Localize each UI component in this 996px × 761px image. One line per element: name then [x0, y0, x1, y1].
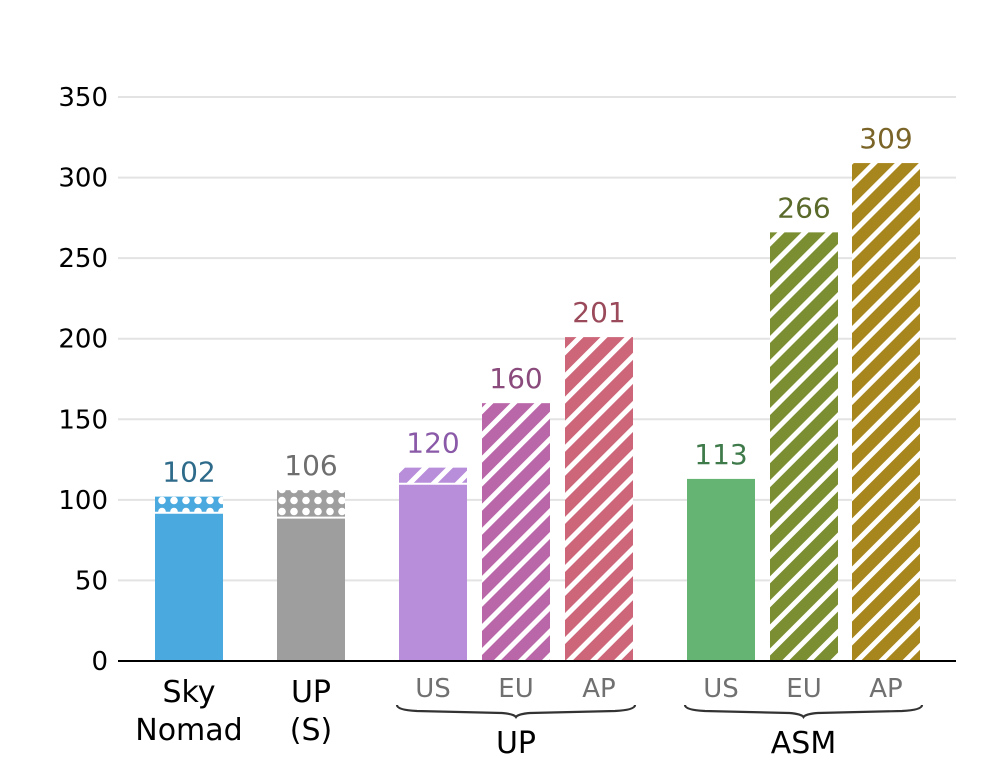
bar-base-sky-nomad [155, 512, 223, 661]
bar-base-up-s [277, 517, 345, 661]
bar-asm-ap [852, 163, 920, 661]
value-label-up-us: 120 [406, 427, 459, 460]
y-tick-label: 200 [58, 325, 108, 355]
category-label-up-s: UP [291, 675, 331, 710]
y-tick-label: 50 [75, 566, 108, 596]
sub-label-asm-eu: EU [786, 674, 821, 704]
y-tick-label: 100 [58, 486, 108, 516]
bars [155, 163, 920, 662]
value-label-sky-nomad: 102 [162, 456, 215, 489]
y-tick-label: 150 [58, 405, 108, 435]
x-axis [118, 660, 956, 719]
bar-asm-eu [770, 232, 838, 662]
y-tick-label: 300 [58, 164, 108, 194]
value-label-up-s: 106 [284, 449, 337, 482]
value-label-up-eu: 160 [489, 362, 542, 395]
labels: 050100150200250300350102SkyNomad106UP(S)… [58, 83, 912, 761]
sub-label-up-eu: EU [498, 674, 533, 704]
value-label-asm-us: 113 [694, 438, 747, 471]
bar-up-eu [482, 403, 550, 661]
y-tick-label: 350 [58, 83, 108, 113]
sub-label-asm-ap: AP [869, 674, 902, 704]
value-label-up-ap: 201 [572, 296, 625, 329]
group-brace-up [395, 704, 637, 719]
value-label-asm-ap: 309 [859, 122, 912, 155]
category-label-sky-nomad: Nomad [135, 713, 242, 748]
category-label-up-s: (S) [290, 713, 332, 748]
y-tick-label: 250 [58, 244, 108, 274]
value-label-asm-eu: 266 [777, 191, 830, 224]
bar-asm-us [687, 478, 755, 661]
sub-label-up-us: US [415, 674, 451, 704]
group-label-up: UP [496, 726, 536, 761]
sub-label-up-ap: AP [582, 674, 615, 704]
sub-label-asm-us: US [703, 674, 739, 704]
group-label-asm: ASM [771, 726, 836, 761]
y-tick-label: 0 [91, 647, 108, 677]
group-brace-asm [683, 704, 924, 719]
bar-base-up-us [399, 483, 467, 661]
bar-up-ap [565, 337, 633, 661]
category-label-sky-nomad: Sky [162, 675, 215, 710]
